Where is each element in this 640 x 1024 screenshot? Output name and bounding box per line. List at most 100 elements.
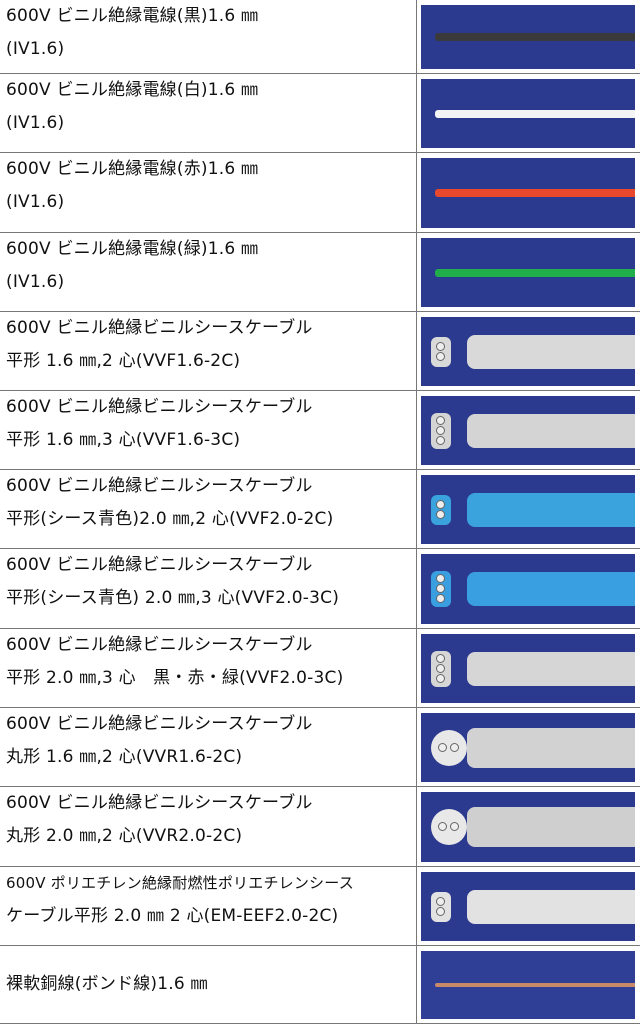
cable-photo — [421, 792, 635, 862]
conductor-core-icon — [436, 435, 445, 445]
cable-name-line-1: 裸軟銅線(ボンド線)1.6 ㎜ — [6, 974, 208, 994]
cable-name-line-2: ケーブル平形 2.0 ㎜ 2 心(EM-EEF2.0-2C) — [6, 906, 339, 926]
table-row: 600V ビニル絶縁電線(赤)1.6 ㎜ (IV1.6) — [0, 153, 640, 233]
cable-sheath-icon — [467, 889, 635, 924]
cable-photo — [421, 238, 635, 307]
conductor-core-icon — [436, 594, 445, 603]
cable-name-line-2: 平形(シース青色)2.0 ㎜,2 心(VVF2.0-2C) — [6, 509, 334, 529]
cable-name-line-2: (IV1.6) — [6, 113, 65, 133]
wire-icon — [435, 109, 635, 118]
cable-name-line-1: 600V ポリエチレン絶縁耐燃性ポリエチレンシース — [6, 874, 354, 892]
cable-photo — [421, 713, 635, 782]
cable-name: 600V ビニル絶縁ビニルシースケーブル 平形 1.6 ㎜,2 心(VVF1.6-… — [6, 312, 411, 378]
cable-sheath-icon — [467, 651, 635, 686]
conductor-core-icon — [450, 742, 459, 752]
wire-icon — [435, 33, 635, 41]
cable-name: 600V ビニル絶縁ビニルシースケーブル 丸形 1.6 ㎜,2 心(VVR1.6-… — [6, 708, 411, 774]
conductor-core-icon — [436, 653, 445, 663]
cable-photo — [421, 317, 635, 386]
conductor-core-icon — [436, 415, 445, 425]
conductor-core-icon — [438, 822, 447, 831]
cable-name: 600V ビニル絶縁電線(黒)1.6 ㎜ (IV1.6) — [6, 0, 411, 66]
cable-sheath-icon — [467, 413, 635, 448]
cable-name-line-2: 平形 2.0 ㎜,3 心 黒・赤・緑(VVF2.0-3C) — [6, 668, 344, 688]
conductor-core-icon — [450, 822, 459, 831]
cable-name-line-1: 600V ビニル絶縁ビニルシースケーブル — [6, 793, 313, 813]
cable-photo — [421, 951, 635, 1019]
cable-sheath-icon — [467, 807, 635, 847]
cable-name-line-1: 600V ビニル絶縁ビニルシースケーブル — [6, 635, 313, 655]
cable-name: 600V ビニル絶縁ビニルシースケーブル平形(シース青色) 2.0 ㎜,3 心(… — [6, 549, 411, 615]
cable-sheath-icon — [467, 334, 635, 369]
cable-cross-section-icon — [431, 336, 451, 367]
cable-name-line-2: (IV1.6) — [6, 192, 65, 212]
cable-cross-section-icon — [431, 891, 451, 922]
wire-icon — [435, 268, 635, 277]
conductor-core-icon — [436, 574, 445, 583]
cable-cross-section-icon — [431, 412, 451, 449]
cable-photo — [421, 5, 635, 69]
cable-name: 600V ビニル絶縁ビニルシースケーブル平形 2.0 ㎜,3 心 黒・赤・緑(V… — [6, 629, 411, 695]
table-row: 600V ビニル絶縁ビニルシースケーブル 丸形 2.0 ㎜,2 心(VVR2.0-… — [0, 787, 640, 867]
table-row: 600V ビニル絶縁ビニルシースケーブル平形 2.0 ㎜,3 心 黒・赤・緑(V… — [0, 629, 640, 708]
cable-cross-section-icon — [431, 494, 451, 525]
cable-name: 600V ビニル絶縁ビニルシースケーブル 丸形 2.0 ㎜,2 心(VVR2.0-… — [6, 787, 411, 853]
cable-name: 600V ビニル絶縁ビニルシースケーブル平形(シース青色)2.0 ㎜,2 心(V… — [6, 470, 411, 536]
cable-photo — [421, 79, 635, 148]
table-row: 600V ビニル絶縁電線(黒)1.6 ㎜ (IV1.6) — [0, 0, 640, 74]
cable-cross-section-icon — [431, 809, 467, 845]
conductor-core-icon — [436, 509, 445, 519]
conductor-core-icon — [436, 906, 445, 916]
table-row: 600V ビニル絶縁ビニルシースケーブル 平形 1.6 ㎜,3 心(VVF1.6-… — [0, 391, 640, 470]
cable-cross-section-icon — [431, 729, 467, 766]
cable-name-line-1: 600V ビニル絶縁ビニルシースケーブル — [6, 397, 313, 417]
cable-photo — [421, 475, 635, 544]
cable-name-line-1: 600V ビニル絶縁電線(黒)1.6 ㎜ — [6, 6, 259, 26]
cable-name-line-2: 丸形 1.6 ㎜,2 心(VVR1.6-2C) — [6, 747, 243, 767]
cable-photo — [421, 554, 635, 624]
conductor-core-icon — [436, 341, 445, 351]
cable-sheath-icon — [467, 727, 635, 768]
conductor-core-icon — [436, 663, 445, 673]
cable-name-line-2: 平形(シース青色) 2.0 ㎜,3 心(VVF2.0-3C) — [6, 588, 340, 608]
cable-photo — [421, 872, 635, 941]
cable-photo — [421, 158, 635, 228]
cable-name: 600V ビニル絶縁電線(緑)1.6 ㎜ (IV1.6) — [6, 233, 411, 299]
cable-photo — [421, 396, 635, 465]
table-row: 600V ビニル絶縁電線(白)1.6 ㎜ (IV1.6) — [0, 74, 640, 153]
cable-name-line-1: 600V ビニル絶縁電線(赤)1.6 ㎜ — [6, 159, 259, 179]
cable-name-line-1: 600V ビニル絶縁電線(緑)1.6 ㎜ — [6, 239, 259, 259]
cable-name-line-1: 600V ビニル絶縁ビニルシースケーブル — [6, 476, 313, 496]
cable-name-line-2: 平形 1.6 ㎜,2 心(VVF1.6-2C) — [6, 351, 241, 371]
table-row: 裸軟銅線(ボンド線)1.6 ㎜ — [0, 946, 640, 1024]
table-row: 600V ポリエチレン絶縁耐燃性ポリエチレンシース ケーブル平形 2.0 ㎜ 2 … — [0, 867, 640, 946]
table-row: 600V ビニル絶縁ビニルシースケーブル 平形 1.6 ㎜,2 心(VVF1.6-… — [0, 312, 640, 391]
wire-icon — [435, 189, 635, 197]
cable-name-line-2: (IV1.6) — [6, 272, 65, 292]
column-divider — [416, 0, 417, 1024]
cable-photo — [421, 634, 635, 703]
cable-name-line-2: 丸形 2.0 ㎜,2 心(VVR2.0-2C) — [6, 826, 243, 846]
cable-cross-section-icon — [431, 571, 451, 607]
cable-name: 600V ビニル絶縁電線(赤)1.6 ㎜ (IV1.6) — [6, 153, 411, 219]
table-row: 600V ビニル絶縁電線(緑)1.6 ㎜ (IV1.6) — [0, 233, 640, 312]
cable-name: 裸軟銅線(ボンド線)1.6 ㎜ — [6, 968, 411, 1001]
cable-name-line-1: 600V ビニル絶縁ビニルシースケーブル — [6, 318, 313, 338]
cable-sheath-icon — [467, 572, 635, 606]
cable-name: 600V ポリエチレン絶縁耐燃性ポリエチレンシース ケーブル平形 2.0 ㎜ 2 … — [6, 867, 411, 933]
cable-name: 600V ビニル絶縁ビニルシースケーブル 平形 1.6 ㎜,3 心(VVF1.6-… — [6, 391, 411, 457]
cable-name-line-1: 600V ビニル絶縁ビニルシースケーブル — [6, 555, 313, 575]
conductor-core-icon — [436, 896, 445, 906]
table-row: 600V ビニル絶縁ビニルシースケーブル平形(シース青色)2.0 ㎜,2 心(V… — [0, 470, 640, 549]
conductor-core-icon — [436, 673, 445, 683]
table-row: 600V ビニル絶縁ビニルシースケーブル平形(シース青色) 2.0 ㎜,3 心(… — [0, 549, 640, 629]
conductor-core-icon — [436, 584, 445, 593]
table-row: 600V ビニル絶縁ビニルシースケーブル 丸形 1.6 ㎜,2 心(VVR1.6-… — [0, 708, 640, 787]
cable-name-line-1: 600V ビニル絶縁ビニルシースケーブル — [6, 714, 313, 734]
conductor-core-icon — [436, 351, 445, 361]
cable-cross-section-icon — [431, 650, 451, 687]
wire-icon — [435, 983, 635, 987]
cable-name-line-2: 平形 1.6 ㎜,3 心(VVF1.6-3C) — [6, 430, 241, 450]
cable-name-line-2: (IV1.6) — [6, 39, 65, 59]
cable-name-line-1: 600V ビニル絶縁電線(白)1.6 ㎜ — [6, 80, 259, 100]
